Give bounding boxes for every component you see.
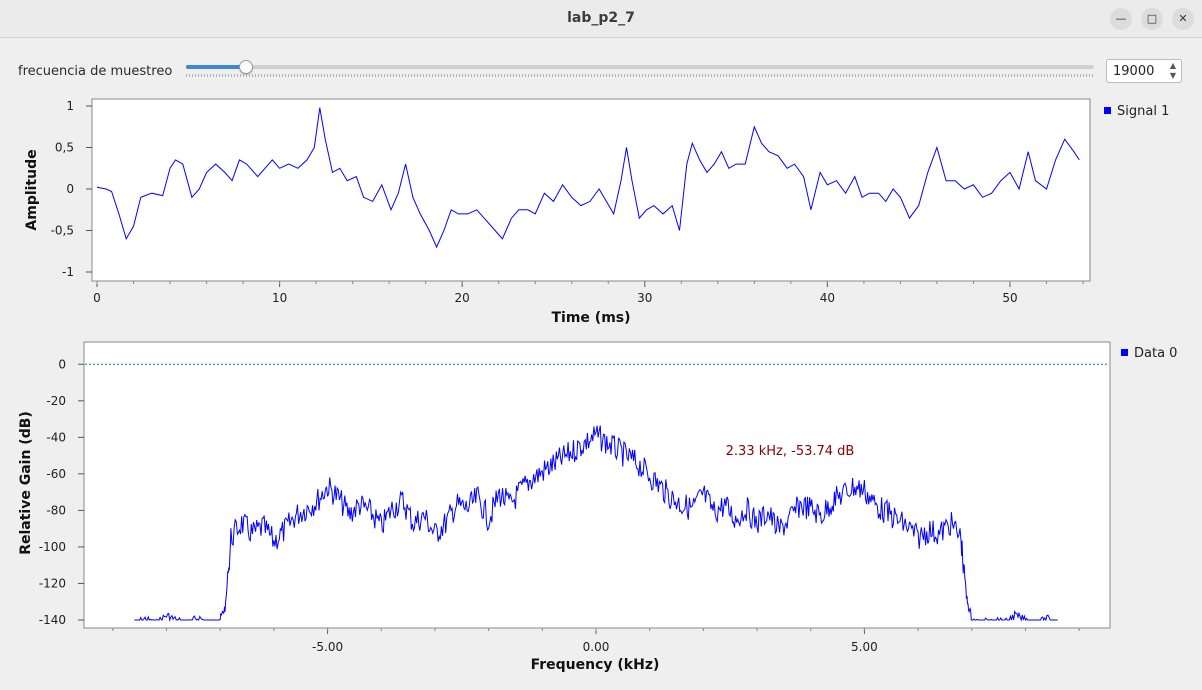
signal-1-trace bbox=[96, 107, 1080, 249]
time-xtick-label: 50 bbox=[1002, 291, 1017, 305]
freq-plot-ylabel: Relative Gain (dB) bbox=[18, 411, 34, 555]
freq-ytick-label: -120 bbox=[39, 576, 66, 590]
legend-data-0: Data 0 bbox=[1134, 346, 1178, 361]
sample-rate-control: frecuencia de muestreo 19000 ▲ ▼ bbox=[0, 56, 1202, 88]
time-plot-xlabel: Time (ms) bbox=[551, 310, 630, 326]
legend-swatch bbox=[1121, 349, 1128, 356]
maximize-icon[interactable]: □ bbox=[1141, 8, 1163, 30]
freq-ytick-label: -140 bbox=[39, 613, 66, 627]
time-xtick-label: 30 bbox=[637, 291, 652, 305]
minimize-icon[interactable]: — bbox=[1110, 8, 1132, 30]
slider-handle[interactable] bbox=[239, 60, 254, 74]
time-ytick-label: -1 bbox=[62, 265, 74, 279]
time-plot-canvas[interactable] bbox=[91, 98, 1091, 282]
sample-rate-label: frecuencia de muestreo bbox=[18, 64, 173, 79]
time-ytick-label: 1 bbox=[66, 99, 74, 113]
freq-ytick-label: -100 bbox=[39, 540, 66, 554]
freq-xtick-label: 5.00 bbox=[851, 640, 878, 654]
time-xtick-label: 0 bbox=[93, 291, 101, 305]
spinbox-arrows[interactable]: ▲ ▼ bbox=[1167, 61, 1179, 81]
time-plot-ylabel: Amplitude bbox=[24, 149, 40, 230]
time-xtick-label: 10 bbox=[272, 291, 287, 305]
sample-rate-value[interactable]: 19000 bbox=[1113, 64, 1155, 79]
time-xtick-label: 40 bbox=[820, 291, 835, 305]
slider-fill bbox=[186, 65, 246, 69]
sample-rate-slider[interactable] bbox=[186, 65, 1094, 69]
freq-xtick-label: -5.00 bbox=[312, 640, 343, 654]
time-plot: Amplitude Time (ms) 0 10 20 30 40 50 1 0,5 0 -0,5… bbox=[24, 98, 1091, 326]
freq-ytick-label: 0 bbox=[58, 357, 66, 371]
legend-signal-1: Signal 1 bbox=[1117, 104, 1170, 119]
time-plot-legend[interactable]: Signal 1 bbox=[1104, 104, 1169, 119]
window-titlebar: lab_p2_7 — □ ✕ bbox=[0, 0, 1202, 38]
time-ytick-label: 0,5 bbox=[55, 141, 74, 155]
marker-label: 2.33 kHz, -53.74 dB bbox=[726, 444, 855, 459]
close-icon[interactable]: ✕ bbox=[1172, 8, 1194, 30]
slider-ticks bbox=[186, 74, 1094, 77]
freq-plot-canvas[interactable] bbox=[83, 341, 1111, 629]
window-title: lab_p2_7 bbox=[567, 10, 635, 26]
data-0-trace bbox=[134, 425, 1058, 622]
time-ytick-label: 0 bbox=[66, 182, 74, 196]
time-ytick-label: -0,5 bbox=[51, 224, 74, 238]
legend-swatch bbox=[1104, 107, 1111, 114]
freq-ytick-label: -80 bbox=[46, 503, 66, 517]
spin-up-icon[interactable]: ▲ bbox=[1169, 61, 1177, 70]
sample-rate-spinbox[interactable]: 19000 ▲ ▼ bbox=[1106, 59, 1182, 83]
freq-plot-xlabel: Frequency (kHz) bbox=[531, 657, 660, 673]
spin-down-icon[interactable]: ▼ bbox=[1169, 71, 1177, 80]
freq-plot: Relative Gain (dB) Frequency (kHz) -5.00… bbox=[18, 341, 1111, 673]
freq-plot-legend[interactable]: Data 0 bbox=[1121, 346, 1177, 361]
time-xtick-label: 20 bbox=[455, 291, 470, 305]
freq-ytick-label: -20 bbox=[46, 394, 66, 408]
freq-ytick-label: -40 bbox=[46, 430, 66, 444]
freq-ytick-label: -60 bbox=[46, 467, 66, 481]
freq-xtick-label: 0.00 bbox=[583, 640, 610, 654]
